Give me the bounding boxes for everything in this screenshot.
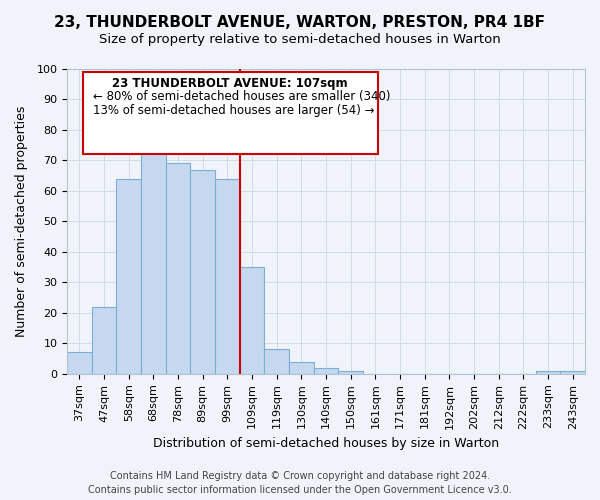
Bar <box>166 164 190 374</box>
Bar <box>338 371 363 374</box>
Text: ← 80% of semi-detached houses are smaller (340): ← 80% of semi-detached houses are smalle… <box>93 90 391 104</box>
Bar <box>240 267 265 374</box>
Bar <box>92 307 116 374</box>
Bar <box>265 350 289 374</box>
Text: 23, THUNDERBOLT AVENUE, WARTON, PRESTON, PR4 1BF: 23, THUNDERBOLT AVENUE, WARTON, PRESTON,… <box>55 15 545 30</box>
Y-axis label: Number of semi-detached properties: Number of semi-detached properties <box>15 106 28 337</box>
Text: Contains HM Land Registry data © Crown copyright and database right 2024.
Contai: Contains HM Land Registry data © Crown c… <box>88 471 512 495</box>
Bar <box>536 371 560 374</box>
Bar <box>289 362 314 374</box>
Bar <box>190 170 215 374</box>
Bar <box>560 371 585 374</box>
Bar <box>116 178 141 374</box>
Text: 23 THUNDERBOLT AVENUE: 107sqm: 23 THUNDERBOLT AVENUE: 107sqm <box>112 76 348 90</box>
Bar <box>215 178 240 374</box>
Bar <box>67 352 92 374</box>
Bar <box>314 368 338 374</box>
Bar <box>141 124 166 374</box>
Text: 13% of semi-detached houses are larger (54) →: 13% of semi-detached houses are larger (… <box>93 104 374 117</box>
FancyBboxPatch shape <box>83 72 378 154</box>
Text: Size of property relative to semi-detached houses in Warton: Size of property relative to semi-detach… <box>99 32 501 46</box>
X-axis label: Distribution of semi-detached houses by size in Warton: Distribution of semi-detached houses by … <box>153 437 499 450</box>
